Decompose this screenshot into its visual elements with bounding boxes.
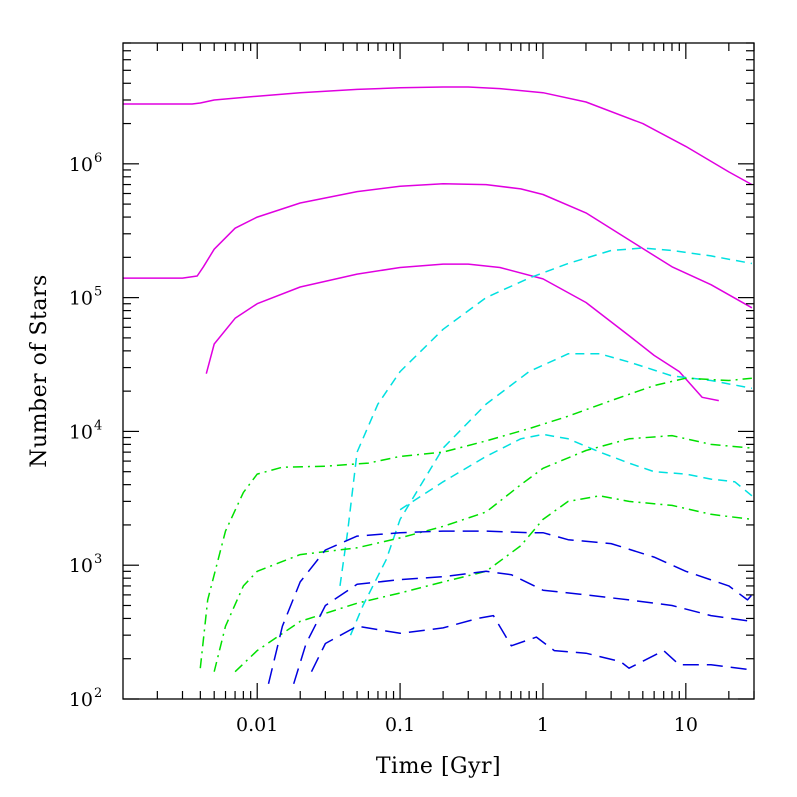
y-tick-label: 10 (69, 288, 93, 310)
series-line-3 (205, 263, 719, 402)
series-line-8 (213, 434, 752, 672)
series-line-10 (267, 530, 753, 684)
series-line-1 (123, 86, 753, 186)
series-line-6 (399, 433, 753, 511)
x-tick-label: 10 (674, 714, 698, 736)
y-tick-exponent: 5 (94, 285, 102, 300)
y-tick-label: 10 (69, 421, 93, 443)
series-line-4 (339, 247, 753, 587)
series-layer (123, 86, 753, 685)
tick-layer (123, 42, 755, 700)
series-line-7 (199, 377, 752, 669)
y-tick-exponent: 4 (94, 418, 102, 433)
series-line-5 (349, 353, 753, 636)
y-tick-exponent: 6 (94, 151, 102, 166)
x-tick-label: 0.01 (236, 714, 278, 736)
series-line-12 (310, 614, 752, 673)
y-tick-label: 10 (69, 555, 93, 577)
x-tick-label: 1 (537, 714, 549, 736)
y-tick-exponent: 3 (94, 552, 102, 567)
series-line-2 (123, 182, 753, 309)
x-axis-label: Time [Gyr] (376, 754, 501, 779)
x-tick-label: 0.1 (385, 714, 415, 736)
y-tick-label: 10 (69, 689, 93, 711)
y-tick-exponent: 2 (94, 686, 102, 701)
y-tick-label: 10 (69, 154, 93, 176)
plot-frame (122, 42, 755, 700)
y-axis-label: Number of Stars (27, 274, 52, 468)
series-line-11 (292, 570, 753, 685)
